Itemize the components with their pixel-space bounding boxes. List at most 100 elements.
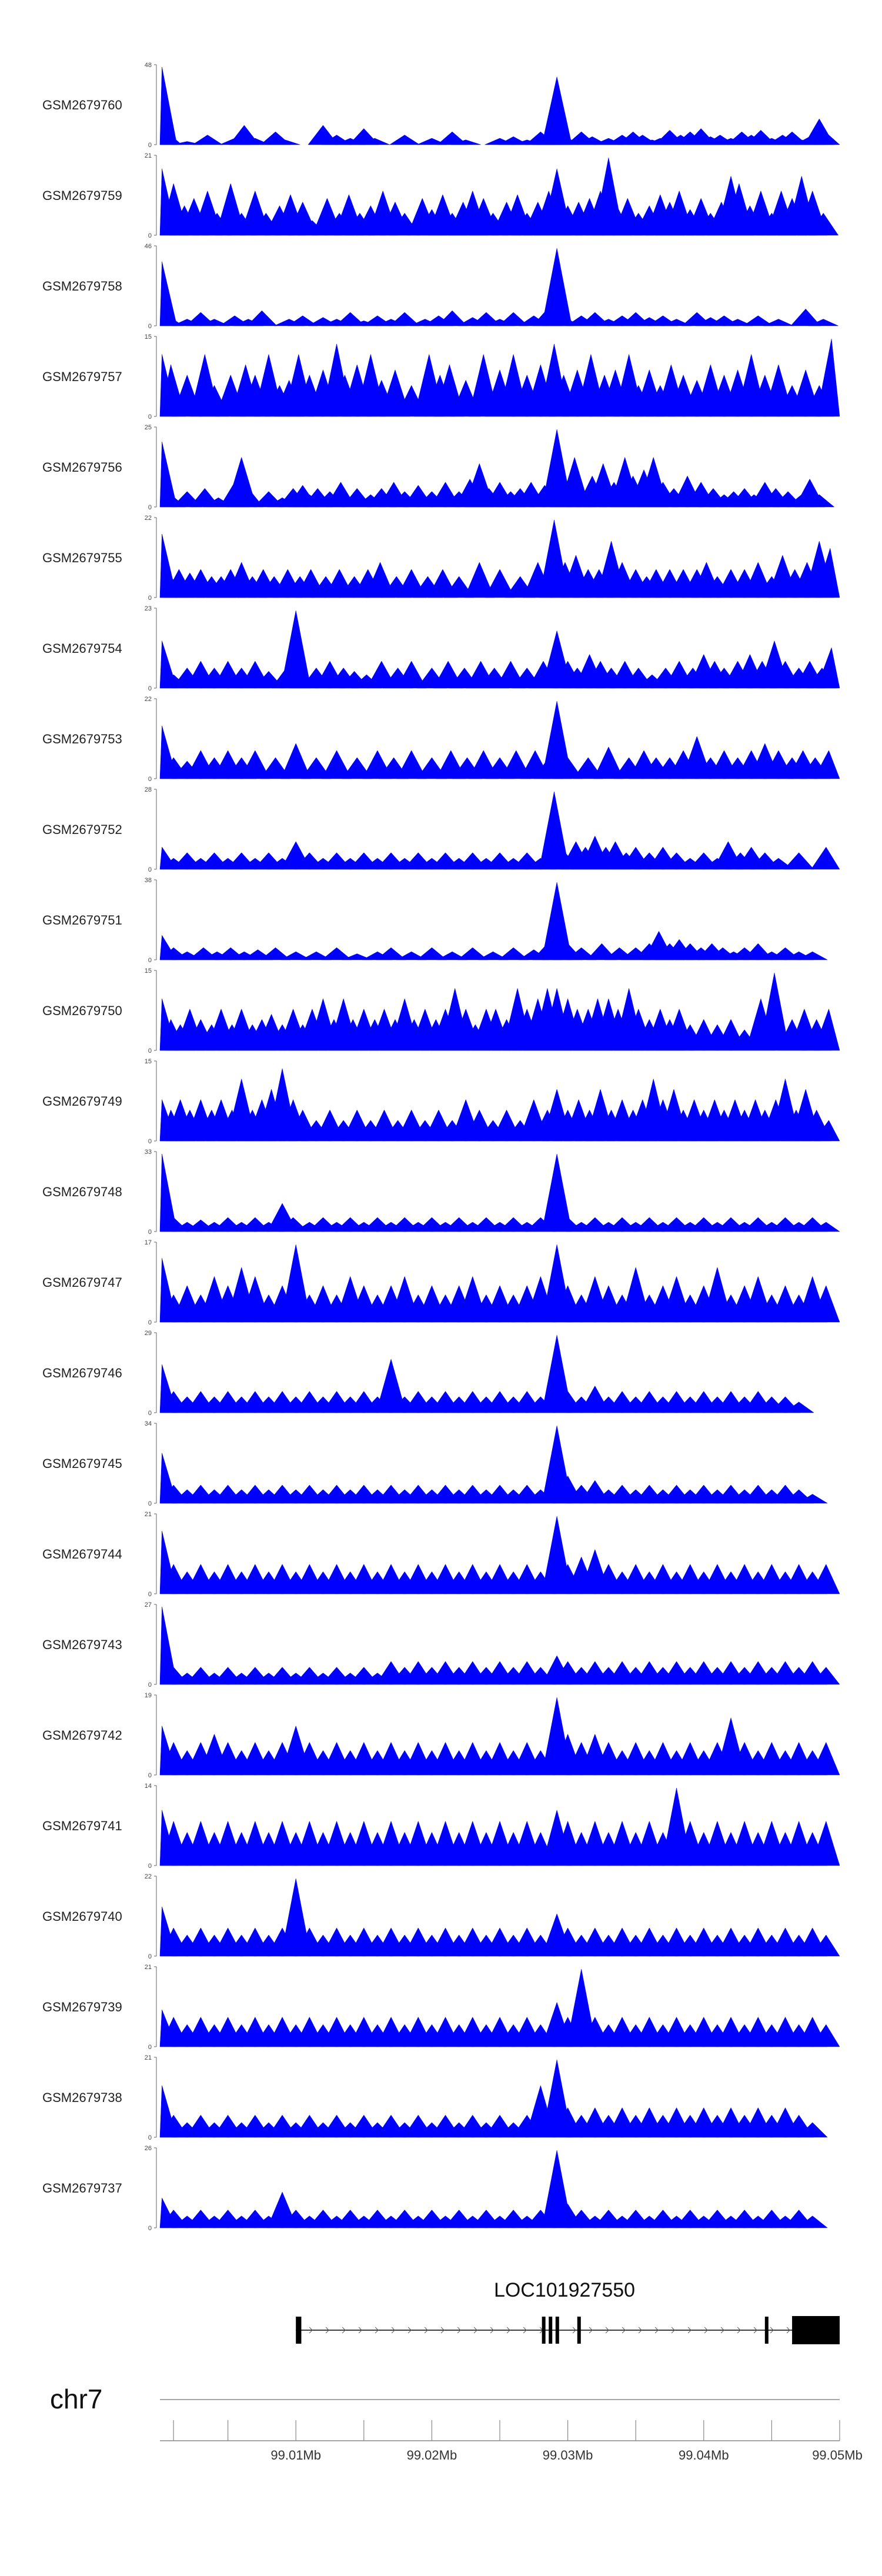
track-ymin-label: 0 (148, 1772, 152, 1779)
track-ymax-label: 22 (145, 515, 152, 522)
signal-peak (450, 139, 481, 145)
signal-peak (300, 757, 332, 779)
track-GSM2679743: GSM2679743 27 0 (42, 1601, 840, 1689)
signal-peak (457, 947, 488, 960)
track-ymin-label: 0 (148, 1500, 152, 1507)
gene-strand-arrow (358, 2327, 362, 2334)
signal-peak (437, 310, 468, 326)
signal-peak (280, 610, 311, 689)
signal-peak (813, 1120, 840, 1142)
track-ymax-label: 27 (145, 1601, 152, 1609)
track-GSM2679740: GSM2679740 22 0 (42, 1873, 840, 1960)
signal-peak (159, 131, 182, 145)
signal-peak (813, 1008, 840, 1051)
signal-peak (359, 138, 390, 145)
signal-peak (321, 947, 352, 960)
signal-peak (396, 951, 427, 960)
track-label: GSM2679759 (42, 188, 122, 203)
gene-strand-arrow (309, 2327, 313, 2334)
signal-peak (280, 951, 311, 960)
signal-peak (815, 548, 840, 598)
track-label: GSM2679751 (42, 913, 122, 927)
track-ymax-label: 21 (145, 1511, 152, 1518)
signal-peak (816, 338, 840, 417)
signal-peak (287, 315, 319, 326)
gene-strand-arrow (407, 2327, 412, 2334)
signal-peak (342, 757, 373, 779)
gene-strand-arrow (375, 2327, 379, 2334)
track-label: GSM2679737 (42, 2181, 122, 2195)
track-label: GSM2679757 (42, 369, 122, 384)
signal-peak (542, 248, 572, 326)
track-GSM2679759: GSM2679759 21 0 (42, 152, 839, 239)
signal-peak (783, 852, 814, 870)
signal-peak (498, 312, 529, 326)
gene-strand-arrow (490, 2327, 494, 2334)
track-GSM2679755: GSM2679755 22 0 (42, 515, 840, 602)
signal-peak (811, 1285, 840, 1323)
axis-tick-label: 99.04Mb (679, 2448, 729, 2462)
signal-peak (443, 576, 475, 598)
track-label: GSM2679747 (42, 1275, 122, 1290)
gene-strand-arrow (786, 2327, 790, 2334)
signal-peak (500, 750, 532, 779)
signal-peak (270, 139, 300, 145)
track-label: GSM2679745 (42, 1456, 122, 1471)
gene-strand-arrow (654, 2327, 659, 2334)
track-ymin-label: 0 (148, 232, 152, 239)
signal-peak (813, 135, 840, 145)
chromosome-label: chr7 (50, 2384, 102, 2414)
track-ymax-label: 14 (145, 1783, 152, 1790)
track-ymax-label: 33 (145, 1149, 152, 1156)
track-GSM2679758: GSM2679758 46 0 (42, 243, 838, 330)
track-label: GSM2679740 (42, 1909, 122, 1924)
track-ymin-label: 0 (148, 1953, 152, 1960)
gene-strand-arrow (523, 2327, 527, 2334)
signal-peak (552, 757, 583, 779)
track-label: GSM2679738 (42, 2090, 122, 2105)
signal-peak (280, 743, 312, 779)
track-ymin-label: 0 (148, 595, 152, 602)
track-label: GSM2679744 (42, 1547, 122, 1561)
axis-tick-label: 99.05Mb (812, 2448, 863, 2462)
track-GSM2679757: GSM2679757 15 0 (42, 333, 840, 421)
track-GSM2679749: GSM2679749 15 0 (42, 1058, 840, 1145)
track-GSM2679742: GSM2679742 19 0 (42, 1692, 840, 1779)
track-label: GSM2679755 (42, 550, 122, 565)
track-GSM2679739: GSM2679739 21 0 (42, 1964, 840, 2051)
signal-peak (389, 135, 420, 145)
track-ymax-label: 26 (145, 2145, 152, 2152)
signal-peak (813, 750, 840, 779)
signal-peak (389, 312, 420, 326)
track-GSM2679751: GSM2679751 38 0 (42, 877, 828, 964)
signal-peak (759, 972, 790, 1051)
track-GSM2679738: GSM2679738 21 0 (42, 2054, 828, 2141)
signal-peak (810, 1667, 840, 1685)
track-ymin-label: 0 (148, 1229, 152, 1236)
track-ymin-label: 0 (148, 1047, 152, 1055)
signal-peak (763, 857, 794, 870)
track-label: GSM2679758 (42, 279, 122, 293)
track-GSM2679746: GSM2679746 29 0 (42, 1330, 814, 1417)
signal-peak (808, 319, 838, 326)
gene-strand-arrow (720, 2327, 724, 2334)
track-GSM2679750: GSM2679750 15 0 (42, 967, 840, 1055)
gene-strand-arrow (605, 2327, 609, 2334)
signal-peak (810, 846, 840, 870)
track-GSM2679756: GSM2679756 25 0 (42, 424, 835, 511)
track-label: GSM2679753 (42, 732, 122, 746)
genome-axis: chr7 99.01Mb 99.02Mb 99.03Mb 99.04Mb 99.05Mb (50, 2384, 863, 2462)
track-ymin-label: 0 (148, 776, 152, 783)
track-GSM2679745: GSM2679745 34 0 (42, 1420, 828, 1507)
signal-peak (797, 951, 828, 960)
track-label: GSM2679748 (42, 1184, 122, 1199)
track-ymin-label: 0 (148, 1319, 152, 1326)
track-ymax-label: 28 (145, 786, 152, 793)
track-GSM2679741: GSM2679741 14 0 (42, 1783, 840, 1870)
track-label: GSM2679750 (42, 1003, 122, 1018)
signal-peak (464, 562, 495, 598)
track-ymin-label: 0 (148, 2044, 152, 2051)
track-label: GSM2679746 (42, 1366, 122, 1380)
track-ymin-label: 0 (148, 2134, 152, 2141)
